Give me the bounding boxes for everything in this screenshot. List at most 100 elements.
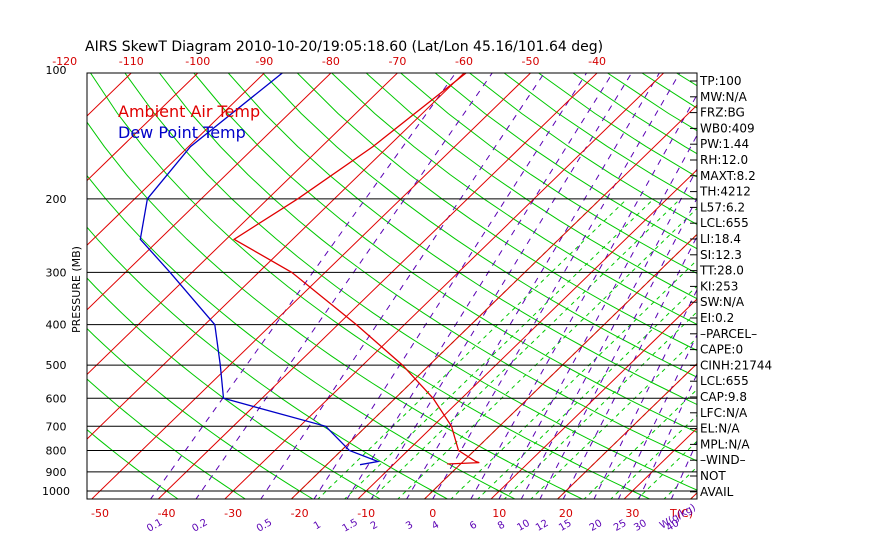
index-label: SI:12.3 (700, 248, 742, 262)
pressure-tick-label: 300 (46, 266, 67, 279)
index-label: TT:28.0 (699, 264, 744, 278)
mixing-ratio-line (406, 73, 660, 499)
index-label: WB0:409 (700, 121, 755, 135)
isotherm-line (0, 54, 18, 500)
mixing-ratio-line (150, 73, 456, 499)
isotherm-line (91, 73, 532, 499)
index-label: AVAIL (700, 485, 734, 499)
dry-adiabat-line (296, 73, 697, 352)
mixing-ratio-tick-label: 8 (496, 519, 507, 532)
dry-adiabats (87, 73, 870, 500)
index-label: LCL:655 (700, 374, 749, 388)
dry-adiabat-line (227, 73, 697, 406)
profile-series (139, 73, 480, 466)
mixing-ratio-line (313, 73, 587, 499)
bottom-temp-tick-label: -50 (91, 507, 109, 520)
chart-title: AIRS SkewT Diagram 2010-10-20/19:05:18.6… (85, 39, 603, 55)
pressure-tick-label: 700 (46, 420, 67, 433)
mixing-ratio-line (539, 197, 697, 499)
bottom-temp-tick-label: -20 (291, 507, 309, 520)
isotherm-line (756, 54, 870, 500)
mixing-ratio-tick-label: 15 (557, 518, 574, 534)
mixing-ratio-tick-label: 6 (468, 519, 479, 532)
isotherm-line (87, 73, 199, 182)
ambient-air-temp-line (232, 73, 480, 465)
index-label: TP:100 (699, 74, 742, 88)
bottom-temp-tick-label: 30 (625, 507, 639, 520)
dry-adiabat-line (814, 73, 870, 500)
mixing-ratio-tick-label: 0.5 (255, 517, 274, 534)
isotherm-line (357, 169, 697, 499)
top-temp-tick-label: -90 (255, 55, 273, 68)
moist-adiabat-line (343, 198, 655, 499)
index-label: MAXT:8.2 (700, 169, 756, 183)
legend-ambient-air-temp: Ambient Air Temp (118, 102, 260, 121)
pressure-tick-label: 800 (46, 444, 67, 457)
dry-adiabat-line (780, 73, 870, 500)
index-label: L57:6.2 (700, 200, 745, 214)
isotherm-line (87, 73, 399, 376)
dry-adiabat-line (159, 73, 697, 462)
top-temp-tick-label: -80 (322, 55, 340, 68)
moist-adiabat-line (397, 207, 697, 499)
mixing-ratio-line (260, 73, 545, 499)
dry-adiabat-line (400, 73, 697, 275)
index-label: –PARCEL– (700, 327, 757, 341)
pressure-tick-label: 900 (46, 466, 67, 479)
mixing-ratio-line (520, 168, 697, 499)
index-label: TH:4212 (699, 185, 751, 199)
top-temp-tick-label: -60 (455, 55, 473, 68)
mixing-ratio-tick-label: 30 (632, 518, 649, 534)
mixing-ratio-tick-label: 4 (430, 519, 441, 532)
index-label: MPL:N/A (700, 437, 750, 451)
dry-adiabat-line (434, 73, 697, 250)
isotherm-line (290, 104, 697, 499)
mixing-ratio-line (432, 73, 681, 499)
top-temp-tick-label: -120 (52, 55, 77, 68)
dry-adiabat-line (90, 73, 651, 499)
index-label: CAP:9.8 (700, 390, 747, 404)
pressure-tick-label: 500 (46, 359, 67, 372)
index-label: MW:N/A (700, 90, 748, 104)
dry-adiabat-line (641, 73, 697, 109)
index-label: EI:0.2 (700, 311, 734, 325)
isotherm-line (87, 73, 266, 246)
dry-adiabat-line (87, 277, 382, 499)
index-label: CINH:21744 (700, 358, 772, 372)
dry-adiabat-line (87, 327, 314, 499)
isotherm-line (87, 73, 465, 440)
top-temp-tick-label: -110 (119, 55, 144, 68)
x-axis-label: T(C) (669, 507, 693, 520)
dry-adiabat-line (87, 174, 516, 499)
pressure-tick-label: 600 (46, 392, 67, 405)
top-temp-tick-label: -50 (522, 55, 540, 68)
isotherm-line (423, 233, 697, 499)
index-label: CAPE:0 (700, 343, 743, 357)
index-label: –WIND– (700, 453, 746, 467)
pressure-tick-label: 100 (46, 64, 67, 77)
bottom-temp-tick-label: -30 (224, 507, 242, 520)
bottom-temp-tick-label: -10 (357, 507, 375, 520)
index-label: NOT (700, 469, 726, 483)
mixing-ratio-tick-label: 20 (588, 518, 605, 534)
index-label: EL:N/A (700, 422, 740, 436)
mixing-ratio-tick-label: 3 (404, 519, 415, 532)
dry-adiabat-line (262, 73, 697, 378)
index-label: PW:1.44 (700, 137, 749, 151)
index-label: KI:253 (700, 279, 738, 293)
mixing-ratio-tick-label: 0.2 (190, 517, 209, 534)
bottom-temp-tick-label: 20 (559, 507, 573, 520)
top-temp-tick-label: -100 (185, 55, 210, 68)
mixing-ratio-tick-label: 25 (612, 518, 629, 534)
dry-adiabat-line (87, 378, 247, 499)
top-temp-tick-label: -70 (388, 55, 406, 68)
mixing-ratio-line (498, 134, 697, 499)
bottom-temp-tick-label: -40 (158, 507, 176, 520)
mixing-ratio-tick-label: 10 (515, 518, 532, 534)
dry-adiabat-line (87, 121, 584, 499)
dry-adiabat-line (331, 73, 697, 325)
mixing-ratio-line (195, 73, 493, 499)
dry-adiabat-line (849, 73, 870, 500)
